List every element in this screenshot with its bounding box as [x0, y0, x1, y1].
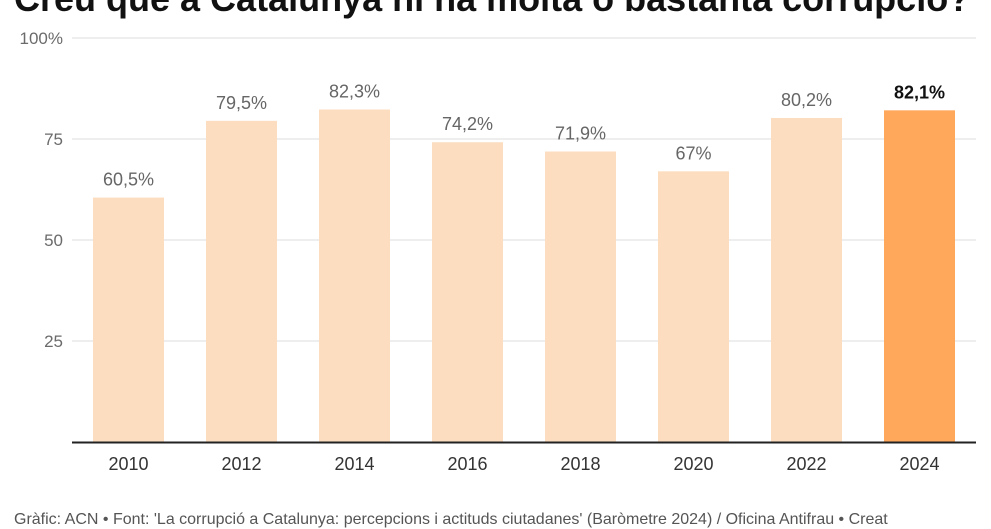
x-tick-label-2012: 2012 [221, 454, 261, 474]
x-tick-label-2016: 2016 [447, 454, 487, 474]
x-tick-label-2014: 2014 [334, 454, 374, 474]
data-label-2010: 60,5% [103, 170, 154, 190]
data-label-2012: 79,5% [216, 93, 267, 113]
chart-title: Creu que a Catalunya hi ha molta o basta… [14, 0, 970, 20]
x-tick-label-2024: 2024 [899, 454, 939, 474]
data-label-2022: 80,2% [781, 90, 832, 110]
bar-2022 [771, 117, 842, 442]
x-tick-label-2020: 2020 [673, 454, 713, 474]
data-label-2014: 82,3% [329, 82, 380, 102]
x-tick-label-2022: 2022 [786, 454, 826, 474]
bar-2020 [658, 171, 729, 442]
data-label-2016: 74,2% [442, 114, 493, 134]
y-tick-label-100: 100% [20, 29, 63, 48]
x-tick-label-2018: 2018 [560, 454, 600, 474]
source-footer: Gràfic: ACN • Font: 'La corrupció a Cata… [14, 511, 888, 528]
y-tick-label-50: 50 [44, 231, 63, 250]
y-tick-label-25: 25 [44, 332, 63, 351]
bar-2012 [206, 120, 277, 442]
x-tick-label-2010: 2010 [108, 454, 148, 474]
y-tick-label-75: 75 [44, 130, 63, 149]
bar-2018 [545, 151, 616, 443]
bar-2024 [884, 110, 955, 442]
data-label-2020: 67% [675, 143, 711, 163]
bar-2010 [93, 197, 164, 442]
bar-2014 [319, 109, 390, 443]
data-labels: 60,5% 79,5% 82,3% 74,2% 71,9% 67% 80,2% 82,1% [103, 82, 945, 190]
bars [93, 109, 955, 443]
data-label-2018: 71,9% [555, 124, 606, 144]
axes: 25 50 75 100% 2010 2012 2014 2016 2018 2020 2022 20… [20, 29, 976, 474]
bar-chart: 60,5% 79,5% 82,3% 74,2% 71,9% 67% 80,2% 82,1% 2… [20, 29, 976, 474]
bar-2016 [432, 142, 503, 442]
data-label-2024: 82,1% [894, 82, 945, 102]
